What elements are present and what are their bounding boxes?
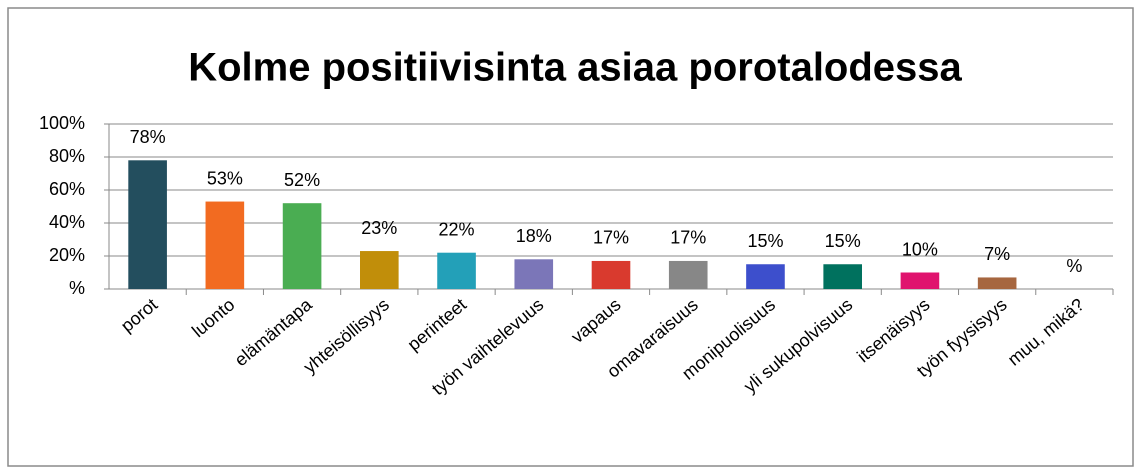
y-tick-label: 20% — [49, 245, 85, 265]
data-label: 15% — [747, 231, 783, 251]
data-label: 17% — [670, 228, 706, 248]
bar — [591, 260, 631, 289]
bar — [900, 272, 940, 289]
bar — [282, 203, 322, 289]
bar — [360, 251, 399, 289]
y-tick-label: 80% — [49, 146, 85, 166]
data-label: 10% — [902, 239, 938, 259]
y-tick-label: 40% — [49, 212, 85, 232]
data-label: 15% — [825, 231, 861, 251]
y-tick-label: 60% — [49, 179, 85, 199]
bar — [437, 252, 476, 289]
data-label: 53% — [207, 168, 243, 188]
data-label: 17% — [593, 228, 629, 248]
bar — [823, 264, 862, 289]
bar — [514, 259, 554, 289]
data-label: 18% — [516, 226, 552, 246]
y-tick-label: 100% — [39, 113, 85, 133]
data-label: 52% — [284, 170, 320, 190]
data-label: 7% — [984, 244, 1010, 264]
data-label: % — [1066, 256, 1082, 276]
y-tick-label: % — [69, 278, 85, 298]
chart-title: Kolme positiivisinta asiaa porotalodessa — [188, 46, 962, 90]
data-label: 22% — [439, 219, 475, 239]
bar — [205, 201, 245, 289]
bar — [128, 160, 167, 289]
bar — [668, 260, 708, 289]
bar — [746, 264, 785, 289]
chart-frame — [7, 7, 1134, 467]
bar — [977, 277, 1017, 289]
data-label: 23% — [361, 218, 397, 238]
data-label: 78% — [130, 127, 166, 147]
